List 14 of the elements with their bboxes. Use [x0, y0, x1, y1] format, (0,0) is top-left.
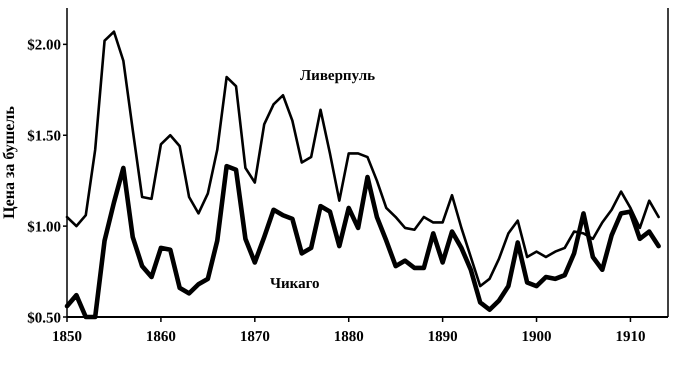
x-tick-label: 1850 [52, 329, 82, 345]
x-tick-label: 1880 [334, 329, 364, 345]
x-tick-label: 1890 [428, 329, 458, 345]
y-axis-title: Цена за бушель [1, 106, 18, 219]
series-label: Ливерпуль [300, 68, 376, 84]
y-tick-label: $0.50 [27, 310, 61, 326]
y-tick-label: $1.50 [27, 128, 61, 144]
y-tick-label: $2.00 [27, 38, 61, 54]
y-tick-label: $1.00 [27, 219, 61, 236]
x-tick-label: 1870 [240, 329, 270, 345]
x-tick-label: 1910 [615, 329, 646, 345]
series-label: Чикаго [270, 276, 320, 292]
x-tick-label: 1900 [522, 329, 552, 345]
x-tick-label: 1860 [146, 329, 176, 345]
